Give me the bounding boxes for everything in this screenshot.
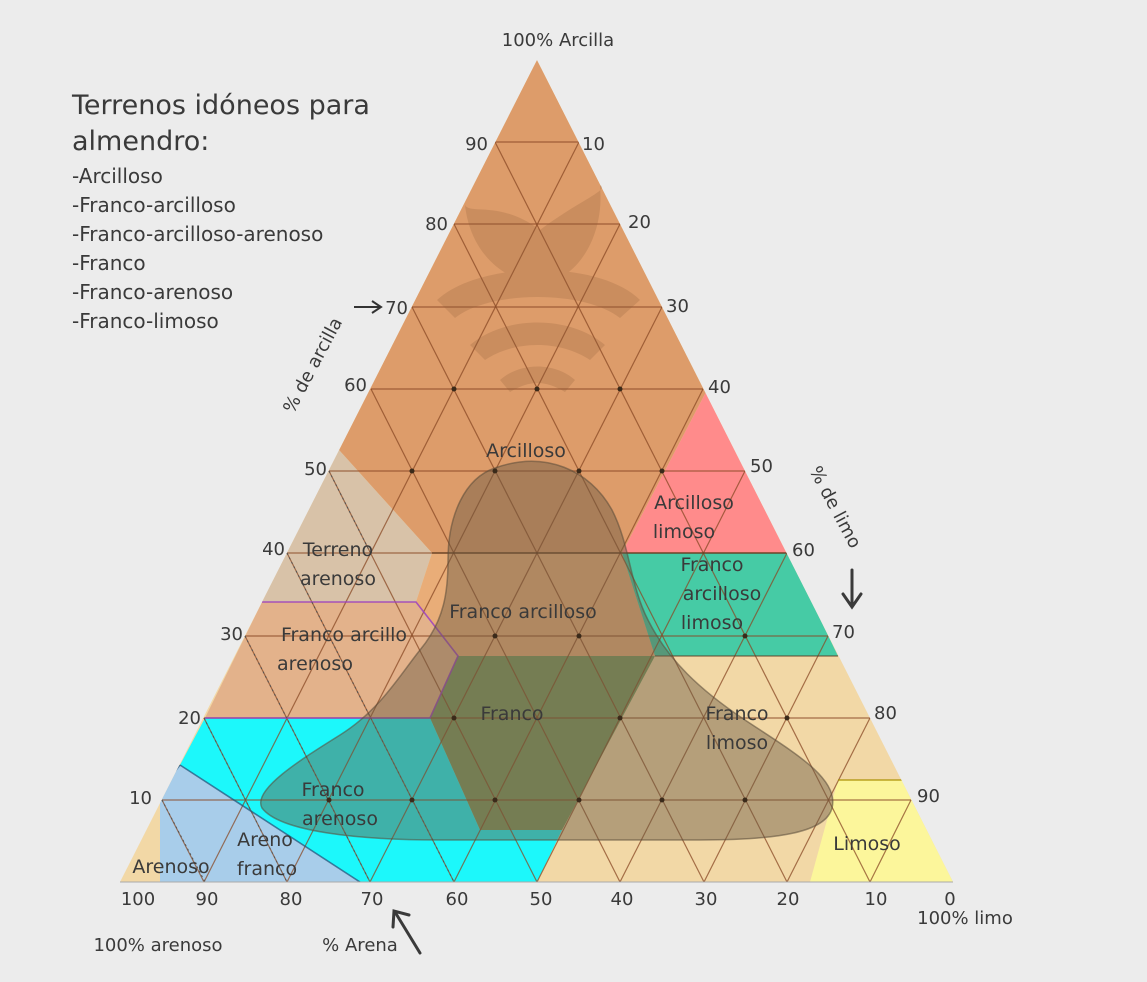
zone-label-arcilloso-limoso-1: Arcilloso <box>654 492 734 514</box>
sand-tick: 60 <box>446 889 469 910</box>
silt-tick: 20 <box>628 212 651 233</box>
clay-tick: 30 <box>220 624 243 645</box>
corner-label-sand: 100% arenoso <box>93 935 222 956</box>
zone-label-franco-arenoso-1: Franco <box>301 779 364 801</box>
zone-label-arcilloso: Arcilloso <box>486 440 566 462</box>
silt-tick: 40 <box>708 377 731 398</box>
silt-tick: 70 <box>832 622 855 643</box>
watermark-logo <box>437 185 640 392</box>
sand-tick: 100 <box>121 889 155 910</box>
sand-axis-arrow-icon <box>391 909 422 955</box>
sand-tick: 50 <box>530 889 553 910</box>
sand-tick: 0 <box>944 889 955 910</box>
zone-label-franco-arcilloso-limoso-3: limoso <box>681 612 743 634</box>
zone-boundaries <box>159 552 905 882</box>
zone-label-arenoso: Arenoso <box>132 856 209 878</box>
legend-item: -Franco-limoso <box>72 309 219 333</box>
sand-tick: 30 <box>695 889 718 910</box>
clay-ticks: 90 80 70 60 50 40 30 20 10 <box>129 134 488 809</box>
zone-franco-arcillo-arenoso-fill <box>205 602 458 718</box>
zone-label-arcilloso-limoso-2: limoso <box>653 521 715 543</box>
legend-list: -Arcilloso -Franco-arcilloso -Franco-arc… <box>72 162 392 336</box>
suitable-soils-legend: Terrenos idóneos para almendro: -Arcillo… <box>72 88 392 336</box>
zone-label-franco: Franco <box>480 703 543 725</box>
sandy-guides <box>161 470 455 883</box>
zone-label-limoso: Limoso <box>833 833 901 855</box>
clay-tick: 60 <box>344 375 367 396</box>
clay-tick: 50 <box>304 459 327 480</box>
zone-limoso-fill <box>810 780 953 882</box>
zone-franco-arcilloso-fill <box>416 553 655 656</box>
zone-label-franco-arcilloso-limoso-1: Franco <box>680 554 743 576</box>
grid-dots <box>326 386 790 803</box>
sand-tick: 40 <box>611 889 634 910</box>
zone-label-franco-arcillo-arenoso-1: Franco arcillo <box>281 624 407 646</box>
sand-tick: 10 <box>865 889 888 910</box>
legend-item: -Franco <box>72 251 146 275</box>
clay-tick: 80 <box>425 214 448 235</box>
zone-labels: Arcilloso Arcilloso limoso Terreno areno… <box>132 440 900 880</box>
clay-axis-arrow-icon <box>354 300 383 314</box>
legend-item: -Franco-arenoso <box>72 280 234 304</box>
silt-tick: 90 <box>917 786 940 807</box>
zone-franco-fill <box>430 656 655 830</box>
clay-tick: 40 <box>262 539 285 560</box>
silt-tick: 60 <box>792 540 815 561</box>
silt-tick: 80 <box>874 703 897 724</box>
zone-label-franco-limoso-1: Franco <box>705 703 768 725</box>
corner-label-silt: 100% limo <box>917 908 1013 929</box>
silt-axis-arrow-icon <box>841 568 863 610</box>
zone-terreno-arenoso-fill <box>262 440 432 602</box>
zone-label-areno-franco-2: franco <box>237 858 297 880</box>
silt-tick: 10 <box>582 134 605 155</box>
clay-tick: 70 <box>385 298 408 319</box>
zone-arcilloso-limoso-fill <box>622 392 788 553</box>
sand-ticks: 100 90 80 70 60 50 40 30 20 10 0 <box>121 889 956 910</box>
legend-item: -Franco-arcilloso-arenoso <box>72 222 324 246</box>
legend-item: -Franco-arcilloso <box>72 193 236 217</box>
axis-title-sand: % Arena <box>322 935 398 956</box>
clay-tick: 20 <box>178 708 201 729</box>
sand-tick: 90 <box>196 889 219 910</box>
zone-label-franco-arcilloso-limoso-2: arcilloso <box>683 583 761 605</box>
clay-tick: 90 <box>465 134 488 155</box>
suitable-soils-overlay <box>259 460 834 841</box>
legend-title: Terrenos idóneos para almendro: <box>72 90 370 157</box>
silt-tick: 50 <box>750 456 773 477</box>
legend-item: -Arcilloso <box>72 164 163 188</box>
zone-label-franco-arcillo-arenoso-2: arenoso <box>277 653 353 675</box>
zone-label-franco-arenoso-2: arenoso <box>302 808 378 830</box>
sand-tick: 80 <box>280 889 303 910</box>
silt-ticks: 10 20 30 40 50 60 70 80 90 <box>582 134 940 807</box>
texture-zones <box>160 60 953 882</box>
silt-tick: 30 <box>666 296 689 317</box>
zone-label-franco-arcilloso: Franco arcilloso <box>449 601 597 623</box>
zone-label-terreno-arenoso-2: arenoso <box>300 568 376 590</box>
zone-areno-franco-fill <box>160 765 360 882</box>
zone-label-franco-limoso-2: limoso <box>706 732 768 754</box>
sand-tick: 20 <box>777 889 800 910</box>
zone-label-terreno-arenoso-1: Terreno <box>302 539 373 561</box>
axis-title-silt: % de limo <box>805 463 866 552</box>
zone-label-areno-franco-1: Areno <box>237 829 293 851</box>
clay-tick: 10 <box>129 788 152 809</box>
corner-label-clay: 100% Arcilla <box>502 30 614 51</box>
sand-tick: 70 <box>361 889 384 910</box>
